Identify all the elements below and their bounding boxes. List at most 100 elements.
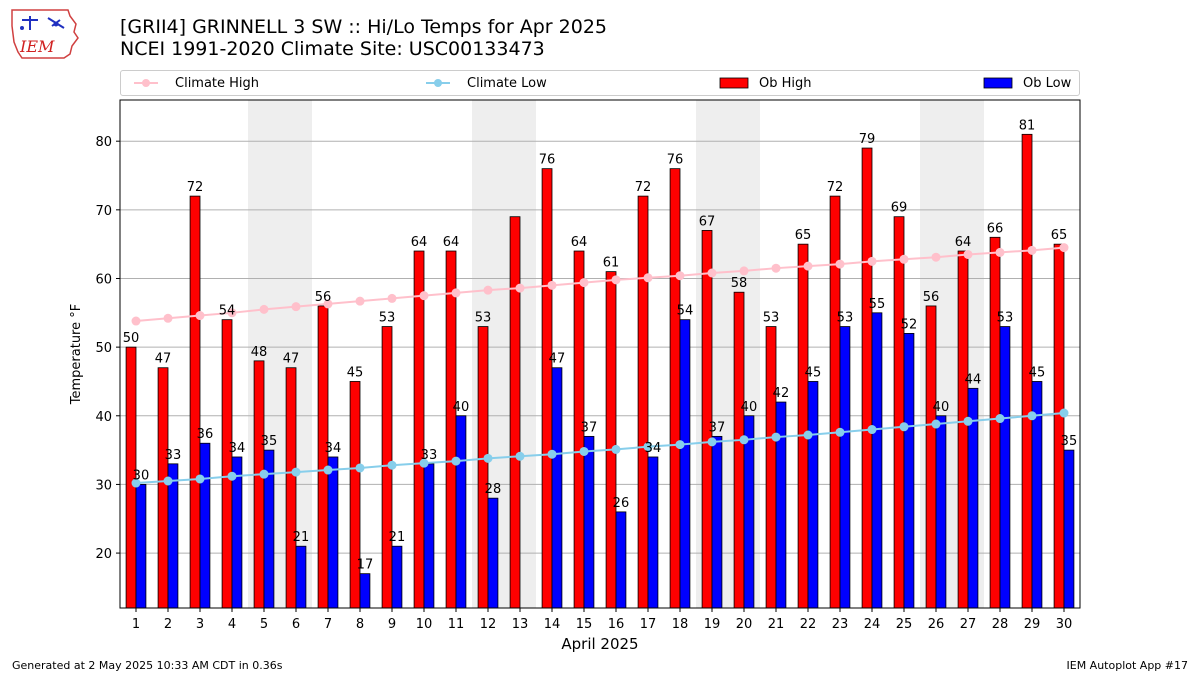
ob-low-bar (551, 367, 563, 609)
ob-low-bar (199, 442, 211, 609)
ob-low-label: 47 (549, 352, 566, 367)
climate-point (195, 474, 205, 484)
legend-bar-swatch-icon (983, 77, 1013, 89)
x-tick-label: 4 (228, 617, 236, 632)
climate-point (323, 465, 333, 475)
ob-low-bar (327, 456, 339, 609)
title-line-1: [GRII4] GRINNELL 3 SW :: Hi/Lo Temps for… (120, 16, 607, 38)
ob-low-bar (999, 326, 1011, 609)
x-tick-label: 28 (992, 617, 1009, 632)
ob-high-bar (445, 250, 457, 609)
x-tick-label: 12 (480, 617, 497, 632)
ob-low-label: 37 (709, 420, 726, 435)
climate-point (771, 432, 781, 442)
ob-high-bar (253, 360, 265, 609)
ob-low-bar (487, 497, 499, 609)
climate-point (1059, 243, 1069, 253)
ob-high-label: 64 (955, 235, 972, 250)
ob-high-label: 45 (347, 365, 364, 380)
x-tick-label: 8 (356, 617, 364, 632)
ob-high-label: 72 (827, 180, 844, 195)
ob-high-label: 69 (891, 201, 908, 216)
ob-low-bar (935, 415, 947, 609)
ob-high-bar (893, 216, 905, 609)
logo-text: IEM (19, 37, 55, 56)
x-tick-label: 7 (324, 617, 332, 632)
ob-high-bar (765, 326, 777, 609)
ob-low-label: 40 (453, 400, 470, 415)
ob-high-label: 53 (475, 311, 492, 326)
legend-ob-low: Ob Low (983, 71, 1071, 95)
ob-low-label: 40 (741, 400, 758, 415)
climate-point (515, 451, 525, 461)
x-tick-label: 27 (960, 617, 977, 632)
x-tick-label: 29 (1024, 617, 1041, 632)
ob-low-bar (1063, 449, 1075, 609)
climate-point (931, 252, 941, 262)
ob-low-bar (871, 312, 883, 609)
x-tick-label: 11 (448, 617, 465, 632)
climate-point (515, 283, 525, 293)
climate-point (835, 259, 845, 269)
ob-low-label: 30 (133, 468, 150, 483)
x-tick-label: 26 (928, 617, 945, 632)
plot-frame (119, 99, 1081, 609)
x-tick-label: 3 (196, 617, 204, 632)
climate-point (643, 273, 653, 283)
climate-point (323, 299, 333, 309)
ob-low-label: 21 (293, 530, 310, 545)
x-tick-label: 5 (260, 617, 268, 632)
climate-point (867, 256, 877, 266)
y-tick-label: 20 (95, 547, 112, 562)
ob-low-label: 35 (1061, 434, 1078, 449)
ob-high-bar (861, 147, 873, 609)
climate-point (291, 302, 301, 312)
ob-high-bar (1053, 243, 1065, 609)
ob-high-bar (157, 367, 169, 609)
ob-low-label: 28 (485, 482, 502, 497)
x-tick-label: 2 (164, 617, 172, 632)
ob-high-bar (669, 168, 681, 609)
ob-low-label: 45 (805, 365, 822, 380)
ob-low-bar (167, 463, 179, 609)
legend-label: Ob Low (1023, 75, 1072, 91)
ob-low-label: 53 (837, 311, 854, 326)
x-tick-label: 15 (576, 617, 593, 632)
ob-low-label: 33 (165, 448, 182, 463)
climate-point (675, 440, 685, 450)
climate-point (355, 296, 365, 306)
climate-point (259, 469, 269, 479)
ob-low-bar (615, 511, 627, 609)
ob-low-label: 44 (965, 372, 982, 387)
ob-high-bar (957, 250, 969, 609)
climate-point (131, 316, 141, 326)
climate-point (579, 278, 589, 288)
climate-point (899, 422, 909, 432)
ob-low-bar (711, 435, 723, 609)
ob-low-bar (135, 484, 147, 609)
ob-high-label: 64 (443, 235, 460, 250)
ob-low-bar (359, 573, 371, 609)
ob-low-label: 34 (325, 441, 342, 456)
title-line-2: NCEI 1991-2020 Climate Site: USC00133473 (120, 38, 545, 60)
climate-point (739, 266, 749, 276)
ob-high-bar (637, 195, 649, 609)
ob-high-label: 56 (315, 290, 332, 305)
climate-point (419, 458, 429, 468)
climate-line (135, 246, 1065, 323)
ob-high-label: 53 (763, 311, 780, 326)
climate-point (1027, 245, 1037, 255)
ob-high-label: 66 (987, 221, 1004, 236)
ob-high-bar (477, 326, 489, 609)
ob-high-label: 79 (859, 132, 876, 147)
x-tick-label: 21 (768, 617, 785, 632)
ob-low-label: 55 (869, 297, 886, 312)
climate-point (931, 419, 941, 429)
climate-point (707, 437, 717, 447)
ob-low-label: 33 (421, 448, 438, 463)
ob-high-bar (541, 168, 553, 609)
ob-high-bar (317, 305, 329, 609)
ob-low-bar (455, 415, 467, 609)
y-tick-label: 30 (95, 478, 112, 493)
ob-high-label: 58 (731, 276, 748, 291)
